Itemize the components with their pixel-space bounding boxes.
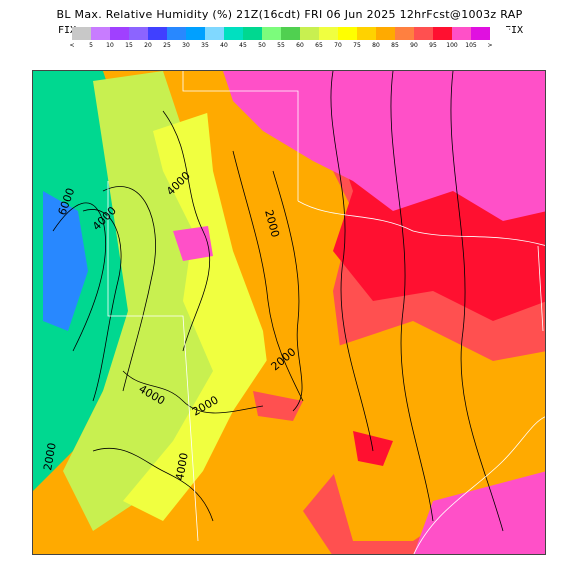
color-scale-swatch xyxy=(243,27,262,40)
contour-line xyxy=(272,170,303,412)
color-scale-swatch xyxy=(72,27,91,40)
color-scale-swatch xyxy=(186,27,205,40)
color-scale-tick-label: 95 xyxy=(429,42,437,49)
color-scale-swatch xyxy=(148,27,167,40)
map-title: BL Max. Relative Humidity (%) 21Z(16cdt)… xyxy=(56,8,523,21)
field-magenta-spot xyxy=(173,226,213,261)
color-scale-swatch xyxy=(110,27,129,40)
color-scale-tick-label: 50 xyxy=(258,42,266,49)
color-scale-tick-label: 20 xyxy=(144,42,152,49)
contour-line xyxy=(162,110,211,352)
color-scale-ticks: <5 10 15 20 25 30 35 40 45 50 55 60 65 70 75 80 85 90 95 10… xyxy=(69,42,493,52)
field-magenta-southeast xyxy=(413,471,545,554)
color-scale-tick-label: 5 xyxy=(89,42,93,49)
color-scale-tick-label: 105 xyxy=(465,42,477,49)
color-scale-swatch xyxy=(414,27,433,40)
color-scale-swatch xyxy=(91,27,110,40)
color-scale-bar xyxy=(72,27,509,40)
color-scale-tick-label: 10 xyxy=(106,42,114,49)
color-scale-swatch xyxy=(471,27,490,40)
color-scale-swatch xyxy=(490,27,509,40)
field-orange-east xyxy=(323,321,545,541)
state-borders xyxy=(107,71,545,554)
contour-line xyxy=(92,447,214,522)
contour-line xyxy=(390,71,434,522)
color-scale-tick-label: > xyxy=(487,42,493,49)
color-scale-swatch xyxy=(357,27,376,40)
contour-label: 4000 xyxy=(173,452,191,482)
color-scale-swatch xyxy=(167,27,186,40)
height-contours xyxy=(52,71,504,532)
border-line xyxy=(537,245,544,332)
color-scale-swatch xyxy=(376,27,395,40)
contour-label: 2000 xyxy=(41,442,59,472)
color-scale-tick-label: 25 xyxy=(163,42,171,49)
color-scale-tick-label: 60 xyxy=(296,42,304,49)
contour-line xyxy=(232,150,304,402)
color-scale-swatch xyxy=(433,27,452,40)
color-scale-tick-label: 45 xyxy=(239,42,247,49)
field-red-spot xyxy=(253,391,303,421)
border-line xyxy=(107,181,199,542)
color-scale-swatch xyxy=(338,27,357,40)
field-very-dry-west xyxy=(43,191,88,331)
color-scale-tick-label: 35 xyxy=(201,42,209,49)
color-scale-tick-label: 65 xyxy=(315,42,323,49)
map-panel: 6000 4000 4000 2000 2000 4000 2000 2000 … xyxy=(32,70,546,555)
contour-line xyxy=(330,71,374,452)
contour-line xyxy=(52,202,107,352)
color-scale-tick-label: 30 xyxy=(182,42,190,49)
contour-line xyxy=(122,370,264,414)
color-scale-tick-label: 75 xyxy=(353,42,361,49)
color-scale-tick-label: 15 xyxy=(125,42,133,49)
contour-line xyxy=(450,71,504,532)
border-line xyxy=(182,71,299,201)
color-scale-tick-label: < xyxy=(69,42,75,49)
color-scale-tick-label: 70 xyxy=(334,42,342,49)
color-scale-swatch xyxy=(281,27,300,40)
color-scale-swatch xyxy=(395,27,414,40)
color-scale-swatch xyxy=(319,27,338,40)
color-scale-tick-label: 90 xyxy=(410,42,418,49)
fix-right-label: FIX xyxy=(505,25,524,36)
field-magenta-north xyxy=(223,71,545,221)
contour-line xyxy=(102,186,156,392)
color-scale-tick-label: 55 xyxy=(277,42,285,49)
color-scale-tick-label: 100 xyxy=(446,42,458,49)
contour-line xyxy=(82,209,122,402)
color-scale-tick-label: 80 xyxy=(372,42,380,49)
color-scale-swatch xyxy=(129,27,148,40)
color-scale-tick-label: 40 xyxy=(220,42,228,49)
humidity-map: 6000 4000 4000 2000 2000 4000 2000 2000 … xyxy=(33,71,545,554)
fix-left-label: FIX xyxy=(58,25,77,36)
border-line xyxy=(297,200,545,246)
color-scale-swatch xyxy=(300,27,319,40)
color-scale-tick-label: 85 xyxy=(391,42,399,49)
field-orange-band xyxy=(174,71,363,554)
coastline xyxy=(413,416,545,554)
color-scale-swatch xyxy=(224,27,243,40)
color-scale-swatch xyxy=(262,27,281,40)
color-scale-swatch xyxy=(205,27,224,40)
color-scale-swatch xyxy=(452,27,471,40)
field-deep-red-spot xyxy=(353,431,393,466)
